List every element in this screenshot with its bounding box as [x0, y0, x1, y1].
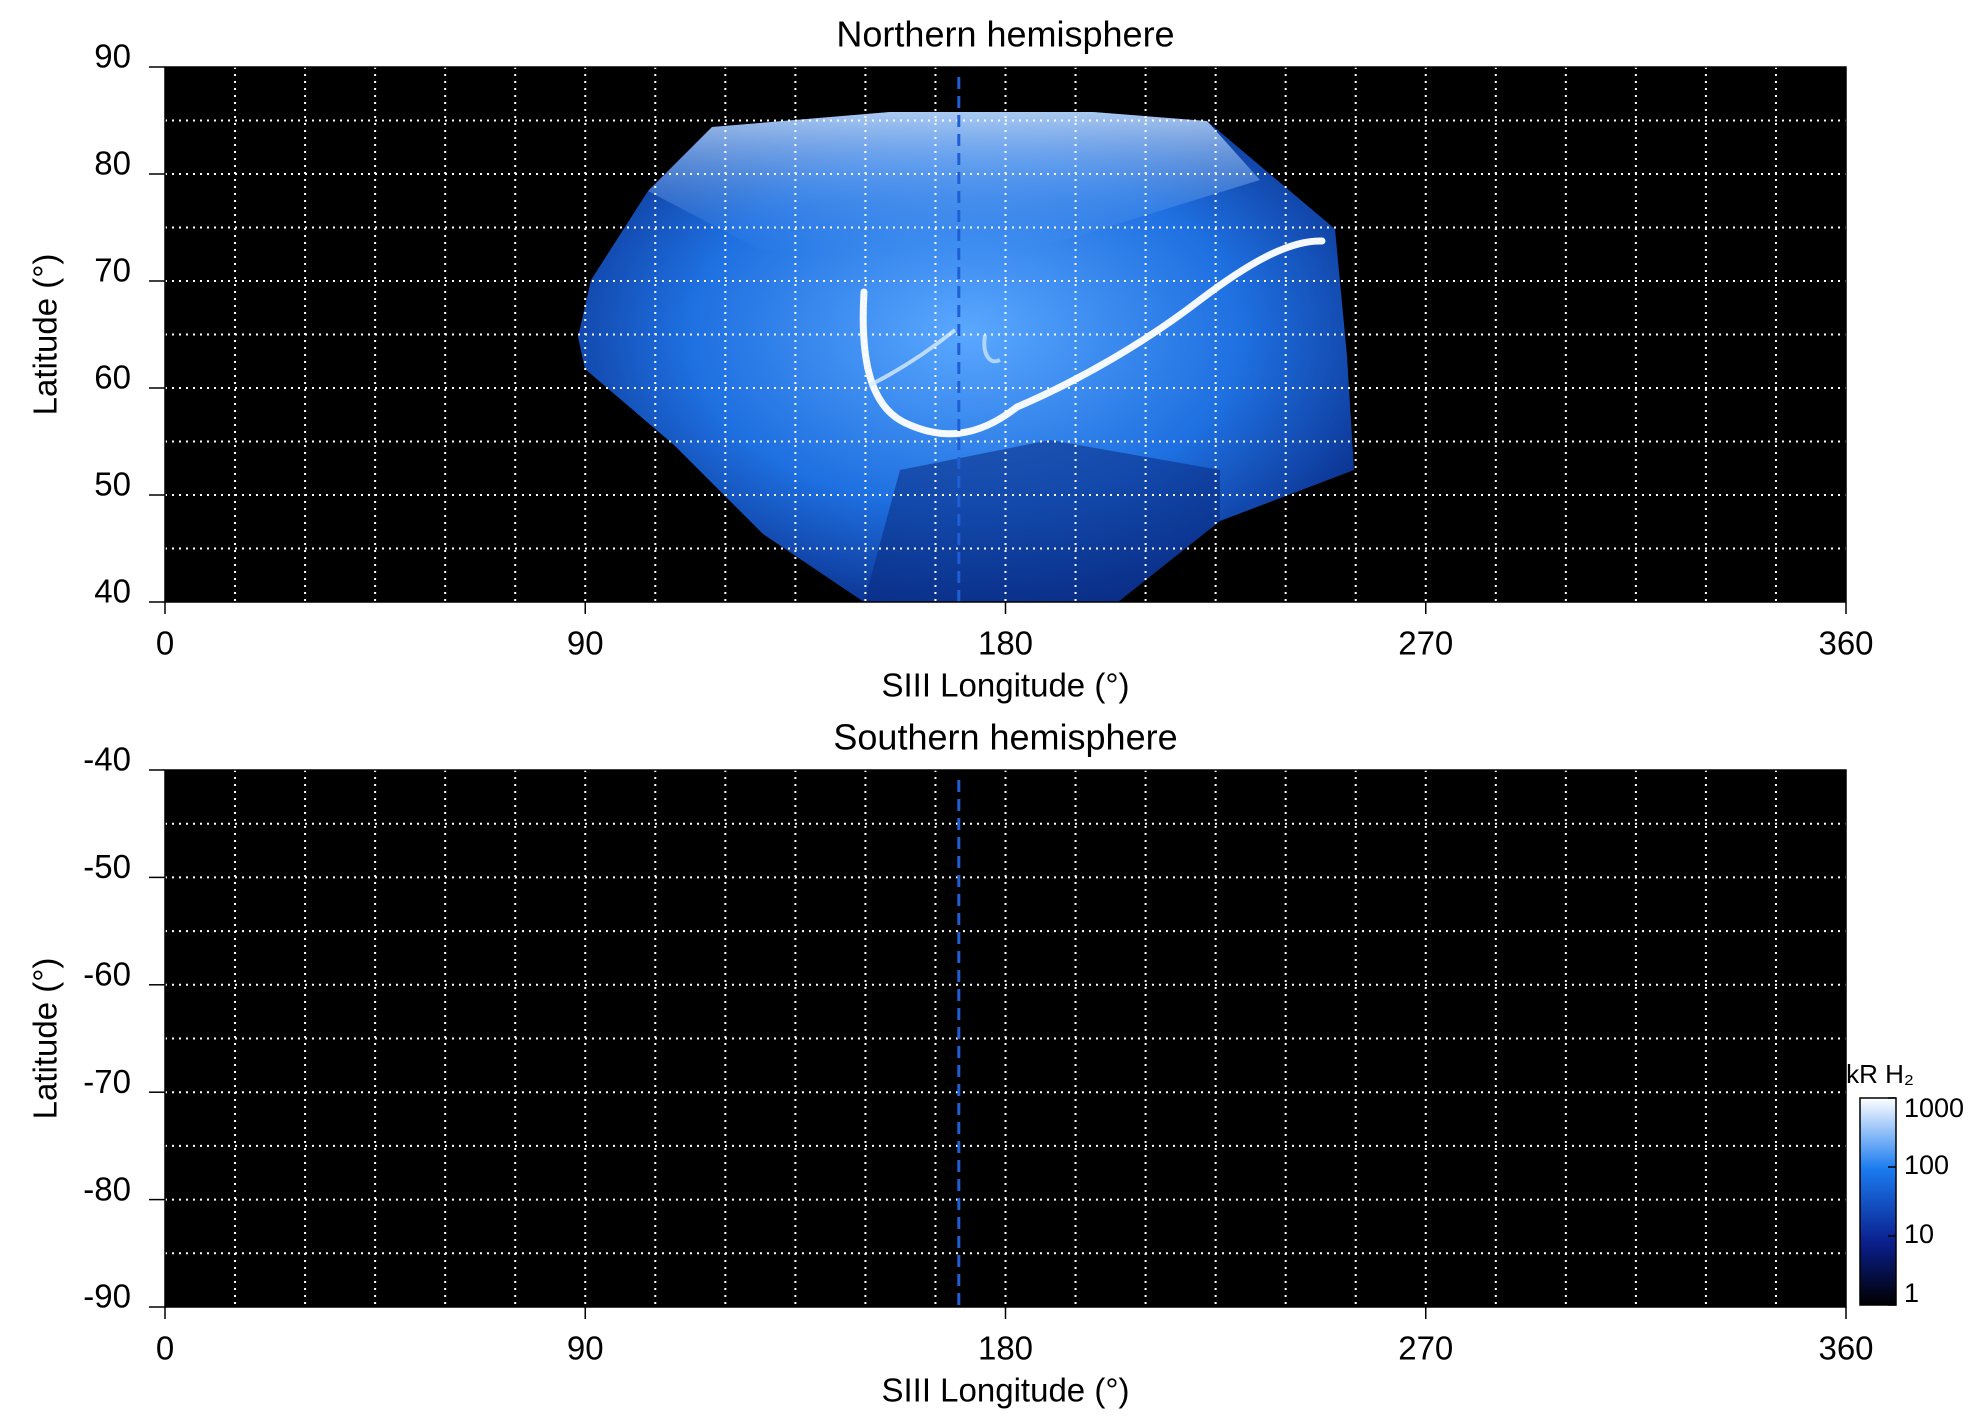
- x-tick-label: 360: [1818, 625, 1873, 662]
- y-tick-label: 40: [94, 573, 131, 610]
- inner-arc: [869, 328, 957, 387]
- y-tick-label: -90: [83, 1278, 131, 1315]
- chart-title: Northern hemisphere: [836, 14, 1174, 55]
- dark-region: [864, 440, 1220, 602]
- y-tick-label: -60: [83, 956, 131, 993]
- colorbar-tick-label: 100: [1904, 1150, 1949, 1180]
- x-axis-title: SIII Longitude (°): [882, 667, 1130, 704]
- panel-north: 0 90 180 270 360 40 50 60 70 80 90 Northern hemisph…: [27, 14, 1874, 704]
- x-tick-label: 0: [156, 1330, 174, 1367]
- y-tick-label: 90: [94, 38, 131, 75]
- x-tick-label: 0: [156, 625, 174, 662]
- inner-arc: [982, 334, 1001, 364]
- x-tick-label: 90: [567, 625, 604, 662]
- aurora-glow: [648, 112, 1260, 260]
- y-tick-label: 50: [94, 466, 131, 503]
- x-axis-title: SIII Longitude (°): [882, 1372, 1130, 1409]
- y-tick-label: 80: [94, 145, 131, 182]
- x-tick-label: 90: [567, 1330, 604, 1367]
- colorbar: [1859, 1097, 1897, 1306]
- y-tick-label: -70: [83, 1063, 131, 1100]
- y-tick-label: 70: [94, 252, 131, 289]
- x-tick-label: 270: [1398, 1330, 1453, 1367]
- x-tick-label: 270: [1398, 625, 1453, 662]
- y-tick-label: 60: [94, 359, 131, 396]
- panel-south: 0 90 180 270 360 -90 -80 -70 -60 -50 -40 Southern h…: [27, 717, 1964, 1409]
- colorbar-tick-label: 10: [1904, 1219, 1934, 1249]
- x-tick-label: 180: [978, 1330, 1033, 1367]
- colorbar-tick-label: 1: [1904, 1278, 1919, 1308]
- colorbar-label: kR H₂: [1846, 1059, 1914, 1089]
- chart-title: Southern hemisphere: [833, 717, 1177, 758]
- colorbar-tick-label: 1000: [1904, 1093, 1964, 1123]
- x-tick-label: 180: [978, 625, 1033, 662]
- y-tick-label: -40: [83, 741, 131, 778]
- y-tick-label: -50: [83, 848, 131, 885]
- y-axis-title: Latitude (°): [27, 958, 64, 1120]
- x-tick-label: 360: [1818, 1330, 1873, 1367]
- y-axis-title: Latitude (°): [27, 254, 64, 416]
- main-oval: [859, 237, 1326, 438]
- y-tick-label: -80: [83, 1170, 131, 1207]
